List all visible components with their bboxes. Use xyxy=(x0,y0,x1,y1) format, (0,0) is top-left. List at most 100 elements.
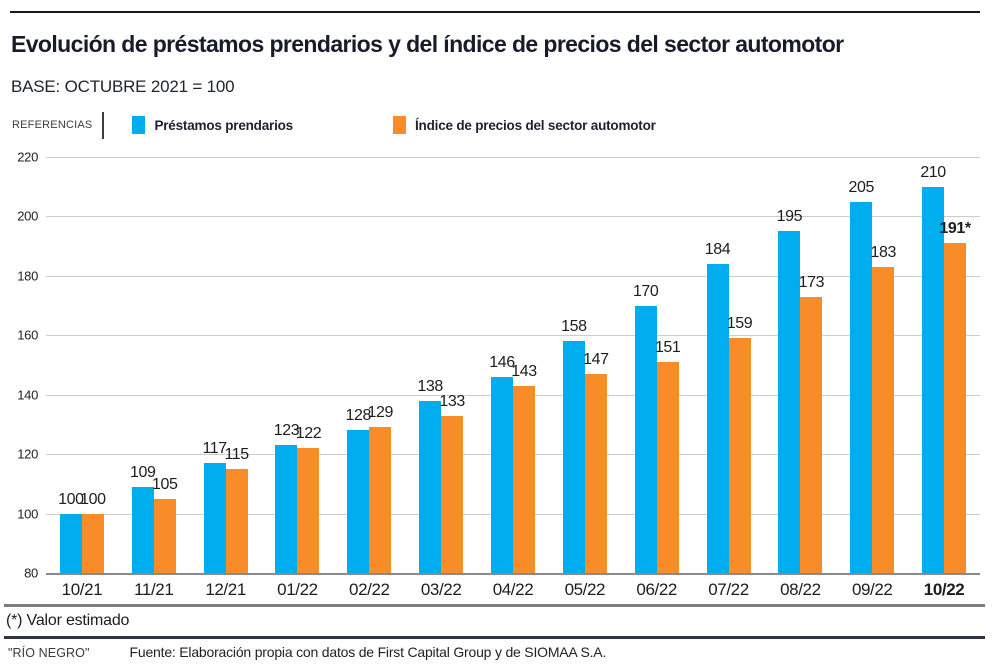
legend-label-prestamos: Préstamos prendarios xyxy=(154,117,293,133)
bar-prestamos: 184 xyxy=(705,241,731,573)
legend-label-indice: Índice de precios del sector automotor xyxy=(415,117,656,133)
bar-value-label: 128 xyxy=(345,407,372,425)
bar-value-label: 122 xyxy=(295,425,322,443)
legend-swatch-prestamos xyxy=(132,116,146,134)
bar-prestamos: 128 xyxy=(346,407,371,573)
bar-value-label: 109 xyxy=(130,463,156,481)
bar-prestamos: 117 xyxy=(202,440,227,573)
y-tick-label: 220 xyxy=(17,149,38,165)
x-tick-label: 01/22 xyxy=(277,580,318,599)
gridline xyxy=(46,573,980,575)
bar-prestamos: 210 xyxy=(920,164,946,573)
bar-group: 170 151 06/22 xyxy=(621,157,693,599)
legend-item-prestamos: Préstamos prendarios xyxy=(132,116,293,134)
y-tick-label: 180 xyxy=(17,268,38,284)
bar-value-label: 173 xyxy=(798,273,825,291)
bar-prestamos: 205 xyxy=(848,179,874,573)
bar-indice: 173 xyxy=(799,274,825,573)
bar-group: 146 143 04/22 xyxy=(477,157,549,599)
gridline xyxy=(46,335,980,337)
publisher-credit: "RÍO NEGRO" xyxy=(8,646,90,660)
x-tick-label: 05/22 xyxy=(564,580,606,599)
bar-group: 128 129 02/22 xyxy=(333,157,405,599)
credits-rule xyxy=(4,636,985,639)
x-tick-label: 06/22 xyxy=(636,580,677,599)
bar-value-label: 133 xyxy=(439,392,465,410)
x-tick-label: 03/22 xyxy=(420,580,462,599)
legend-item-indice: Índice de precios del sector automotor xyxy=(393,116,656,134)
x-tick-label: 02/22 xyxy=(349,580,390,599)
bar-group: 138 133 03/22 xyxy=(405,157,477,599)
bar-group: 117 115 12/21 xyxy=(190,157,262,599)
bar-indice: 129 xyxy=(368,404,393,573)
bar-indice: 133 xyxy=(439,393,465,573)
bar-indice: 151 xyxy=(655,339,681,573)
bar-group: 100 100 10/21 xyxy=(46,157,118,599)
bar-value-label: 129 xyxy=(367,404,394,422)
bar-value-label: 100 xyxy=(58,490,84,508)
bar-value-label: 138 xyxy=(417,377,443,395)
bar-value-label: 151 xyxy=(654,339,681,357)
bar-indice: 105 xyxy=(152,476,178,573)
bar-indice: 159 xyxy=(727,315,753,573)
page-title: Evolución de préstamos prendarios y del … xyxy=(11,31,844,57)
bar-value-label: 195 xyxy=(776,208,803,226)
bar-value-label: 191* xyxy=(939,220,971,238)
bar-value-label: 210 xyxy=(920,163,946,181)
bar-group: 195 173 08/22 xyxy=(764,157,836,599)
bar-chart: 80 100 120 140 160 180 200 220 100 100 10/21 109 105… xyxy=(0,150,995,607)
bar-indice: 147 xyxy=(583,351,609,573)
legend-swatch-indice xyxy=(393,116,406,134)
bar-value-label: 183 xyxy=(870,243,896,261)
bar-prestamos: 123 xyxy=(274,422,300,573)
bar-value-label: 147 xyxy=(583,350,609,368)
y-tick-label: 100 xyxy=(17,506,38,522)
gridline xyxy=(46,216,980,218)
bar-prestamos: 195 xyxy=(777,208,803,573)
header-rule xyxy=(10,11,980,13)
bar-value-label: 146 xyxy=(489,353,515,371)
bar-indice: 100 xyxy=(80,491,106,573)
source-note: Fuente: Elaboración propia con datos de … xyxy=(129,644,607,660)
x-tick-label: 11/21 xyxy=(134,580,174,599)
bar-prestamos: 138 xyxy=(417,378,443,573)
bar-group: 184 159 07/22 xyxy=(693,157,765,599)
credits: "RÍO NEGRO" Fuente: Elaboración propia c… xyxy=(8,644,606,660)
bar-group: 210 191* 10/22 xyxy=(908,157,980,599)
y-tick-label: 140 xyxy=(17,387,38,403)
bar-prestamos: 158 xyxy=(561,318,587,573)
bar-prestamos: 109 xyxy=(130,464,156,573)
x-tick-label: 09/22 xyxy=(851,580,893,599)
bar-prestamos: 146 xyxy=(489,354,515,573)
y-tick-label: 160 xyxy=(17,327,38,343)
bar-value-label: 184 xyxy=(704,240,731,258)
bar-group: 158 147 05/22 xyxy=(549,157,621,599)
bar-indice: 143 xyxy=(511,363,537,573)
bar-value-label: 143 xyxy=(511,362,537,380)
bar-value-label: 205 xyxy=(848,178,874,196)
legend: REFERENCIAS Préstamos prendarios Índice … xyxy=(12,110,656,140)
x-tick-label: 08/22 xyxy=(780,580,821,599)
y-tick-label: 120 xyxy=(17,446,38,462)
bar-value-label: 170 xyxy=(632,282,659,300)
footnote-rule xyxy=(4,604,985,607)
x-tick-label: 10/22 xyxy=(923,580,965,599)
bar-prestamos: 100 xyxy=(58,491,84,573)
bar-indice: 191* xyxy=(939,220,971,573)
bar-indice: 122 xyxy=(296,425,322,573)
bar-value-label: 158 xyxy=(561,318,587,336)
y-tick-label: 80 xyxy=(24,565,38,581)
bar-group: 109 105 11/21 xyxy=(118,157,190,599)
bar-value-label: 100 xyxy=(80,490,106,508)
footnote: (*) Valor estimado xyxy=(6,612,130,629)
x-tick-label: 07/22 xyxy=(708,580,749,599)
bar-indice: 115 xyxy=(224,446,249,573)
gridline xyxy=(46,275,980,277)
bar-prestamos: 170 xyxy=(633,283,659,573)
bar-value-label: 117 xyxy=(202,440,227,458)
bar-value-label: 123 xyxy=(273,422,300,440)
legend-references-label: REFERENCIAS xyxy=(12,119,93,131)
x-tick-label: 12/21 xyxy=(205,580,246,599)
bar-value-label: 105 xyxy=(152,475,178,493)
